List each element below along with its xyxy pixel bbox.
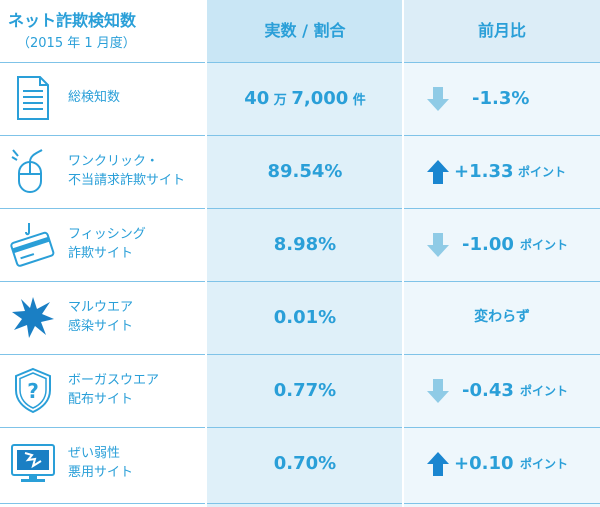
row-label-line1: ワンクリック・ [68, 154, 159, 169]
arrow-up-icon [427, 160, 449, 184]
table-row: ? ボーガスウエア 配布サイト 0.77% -0.43 ポイント [0, 354, 600, 427]
value-header-bg [207, 0, 403, 62]
value-unit: 件 [348, 93, 366, 108]
change-column-header: 前月比 [477, 21, 526, 40]
change-unit: ポイント [520, 384, 569, 398]
value-number: 7,000 [291, 88, 349, 109]
change-text: 変わらず [474, 309, 530, 325]
arrow-down-icon [427, 87, 449, 111]
row-change: -1.00 ポイント [404, 208, 600, 281]
svg-text:?: ? [27, 379, 39, 403]
change-unit: ポイント [520, 238, 569, 252]
change-value: -1.00 [462, 234, 514, 255]
arrow-down-icon [427, 233, 449, 257]
table-title: ネット詐欺検知数 [8, 11, 137, 30]
row-divider [0, 427, 600, 428]
row-value: 0.77% [273, 380, 337, 401]
table-subtitle: （2015 年 1 月度） [17, 36, 136, 51]
row-label: フィッシング 詐欺サイト [68, 225, 146, 263]
row-label-line1: ぜい弱性 [68, 446, 121, 461]
column-divider [205, 0, 207, 507]
row-change: +1.33 ポイント [404, 135, 600, 208]
arrow-up-icon [427, 452, 449, 476]
arrow-down-icon [427, 379, 449, 403]
column-divider [402, 0, 404, 507]
row-divider [0, 135, 600, 136]
row-change: 変わらず [404, 281, 600, 354]
row-label-line1: フィッシング [68, 227, 146, 242]
mouse-icon [11, 149, 43, 193]
malware-splat-icon [12, 297, 54, 338]
value-column-header: 実数 / 割合 [264, 21, 346, 40]
row-value: 0.70% [273, 453, 337, 474]
change-value: +1.33 [454, 161, 514, 182]
table-row: フィッシング 詐欺サイト 8.98% -1.00 ポイント [0, 208, 600, 281]
row-value: 8.98% [273, 234, 337, 255]
row-label-line2: 配布サイト [68, 392, 134, 407]
change-value: -0.43 [462, 380, 514, 401]
change-unit: ポイント [518, 165, 567, 179]
credit-card-icon [10, 223, 55, 267]
value-unit: 万 [269, 93, 292, 108]
table-row: マルウエア 感染サイト 0.01% 変わらず [0, 281, 600, 354]
table-row: ぜい弱性 悪用サイト 0.70% +0.10 ポイント [0, 427, 600, 500]
change-header-bg [404, 0, 600, 62]
row-label: ボーガスウエア 配布サイト [68, 371, 159, 409]
row-change: -1.3% [404, 62, 600, 135]
row-divider [0, 503, 600, 504]
row-change: +0.10 ポイント [404, 427, 600, 500]
row-label-line2: 感染サイト [68, 319, 134, 334]
row-divider [0, 208, 600, 209]
row-label-line1: ボーガスウエア [68, 373, 160, 388]
table-row: ワンクリック・ 不当請求詐欺サイト 89.54% +1.33 ポイント [0, 135, 600, 208]
row-divider [0, 62, 600, 63]
value-column-bg [207, 0, 403, 507]
row-value: 40 万 7,000 件 [207, 62, 403, 135]
row-label: ぜい弱性 悪用サイト [68, 444, 133, 482]
row-change: -0.43 ポイント [404, 354, 600, 427]
row-divider [0, 281, 600, 282]
value-number: 40 [244, 88, 270, 109]
change-value: -1.3% [472, 88, 530, 109]
row-label: ワンクリック・ 不当請求詐欺サイト [68, 152, 185, 190]
broken-monitor-icon [11, 444, 55, 482]
row-label: 総検知数 [68, 90, 121, 105]
document-icon [17, 76, 49, 120]
table-row: 総検知数 40 万 7,000 件 -1.3% [0, 62, 600, 135]
row-label-line1: マルウエア [68, 300, 134, 315]
row-label-line2: 不当請求詐欺サイト [68, 173, 186, 188]
row-divider [0, 354, 600, 355]
row-label: マルウエア 感染サイト [68, 298, 133, 336]
change-value: +0.10 [454, 453, 514, 474]
change-unit: ポイント [520, 457, 569, 471]
row-value: 89.54% [267, 161, 343, 182]
shield-question-icon: ? [15, 367, 51, 414]
row-value: 0.01% [273, 307, 337, 328]
row-label-line2: 悪用サイト [68, 465, 134, 480]
row-label-line2: 詐欺サイト [68, 246, 134, 261]
